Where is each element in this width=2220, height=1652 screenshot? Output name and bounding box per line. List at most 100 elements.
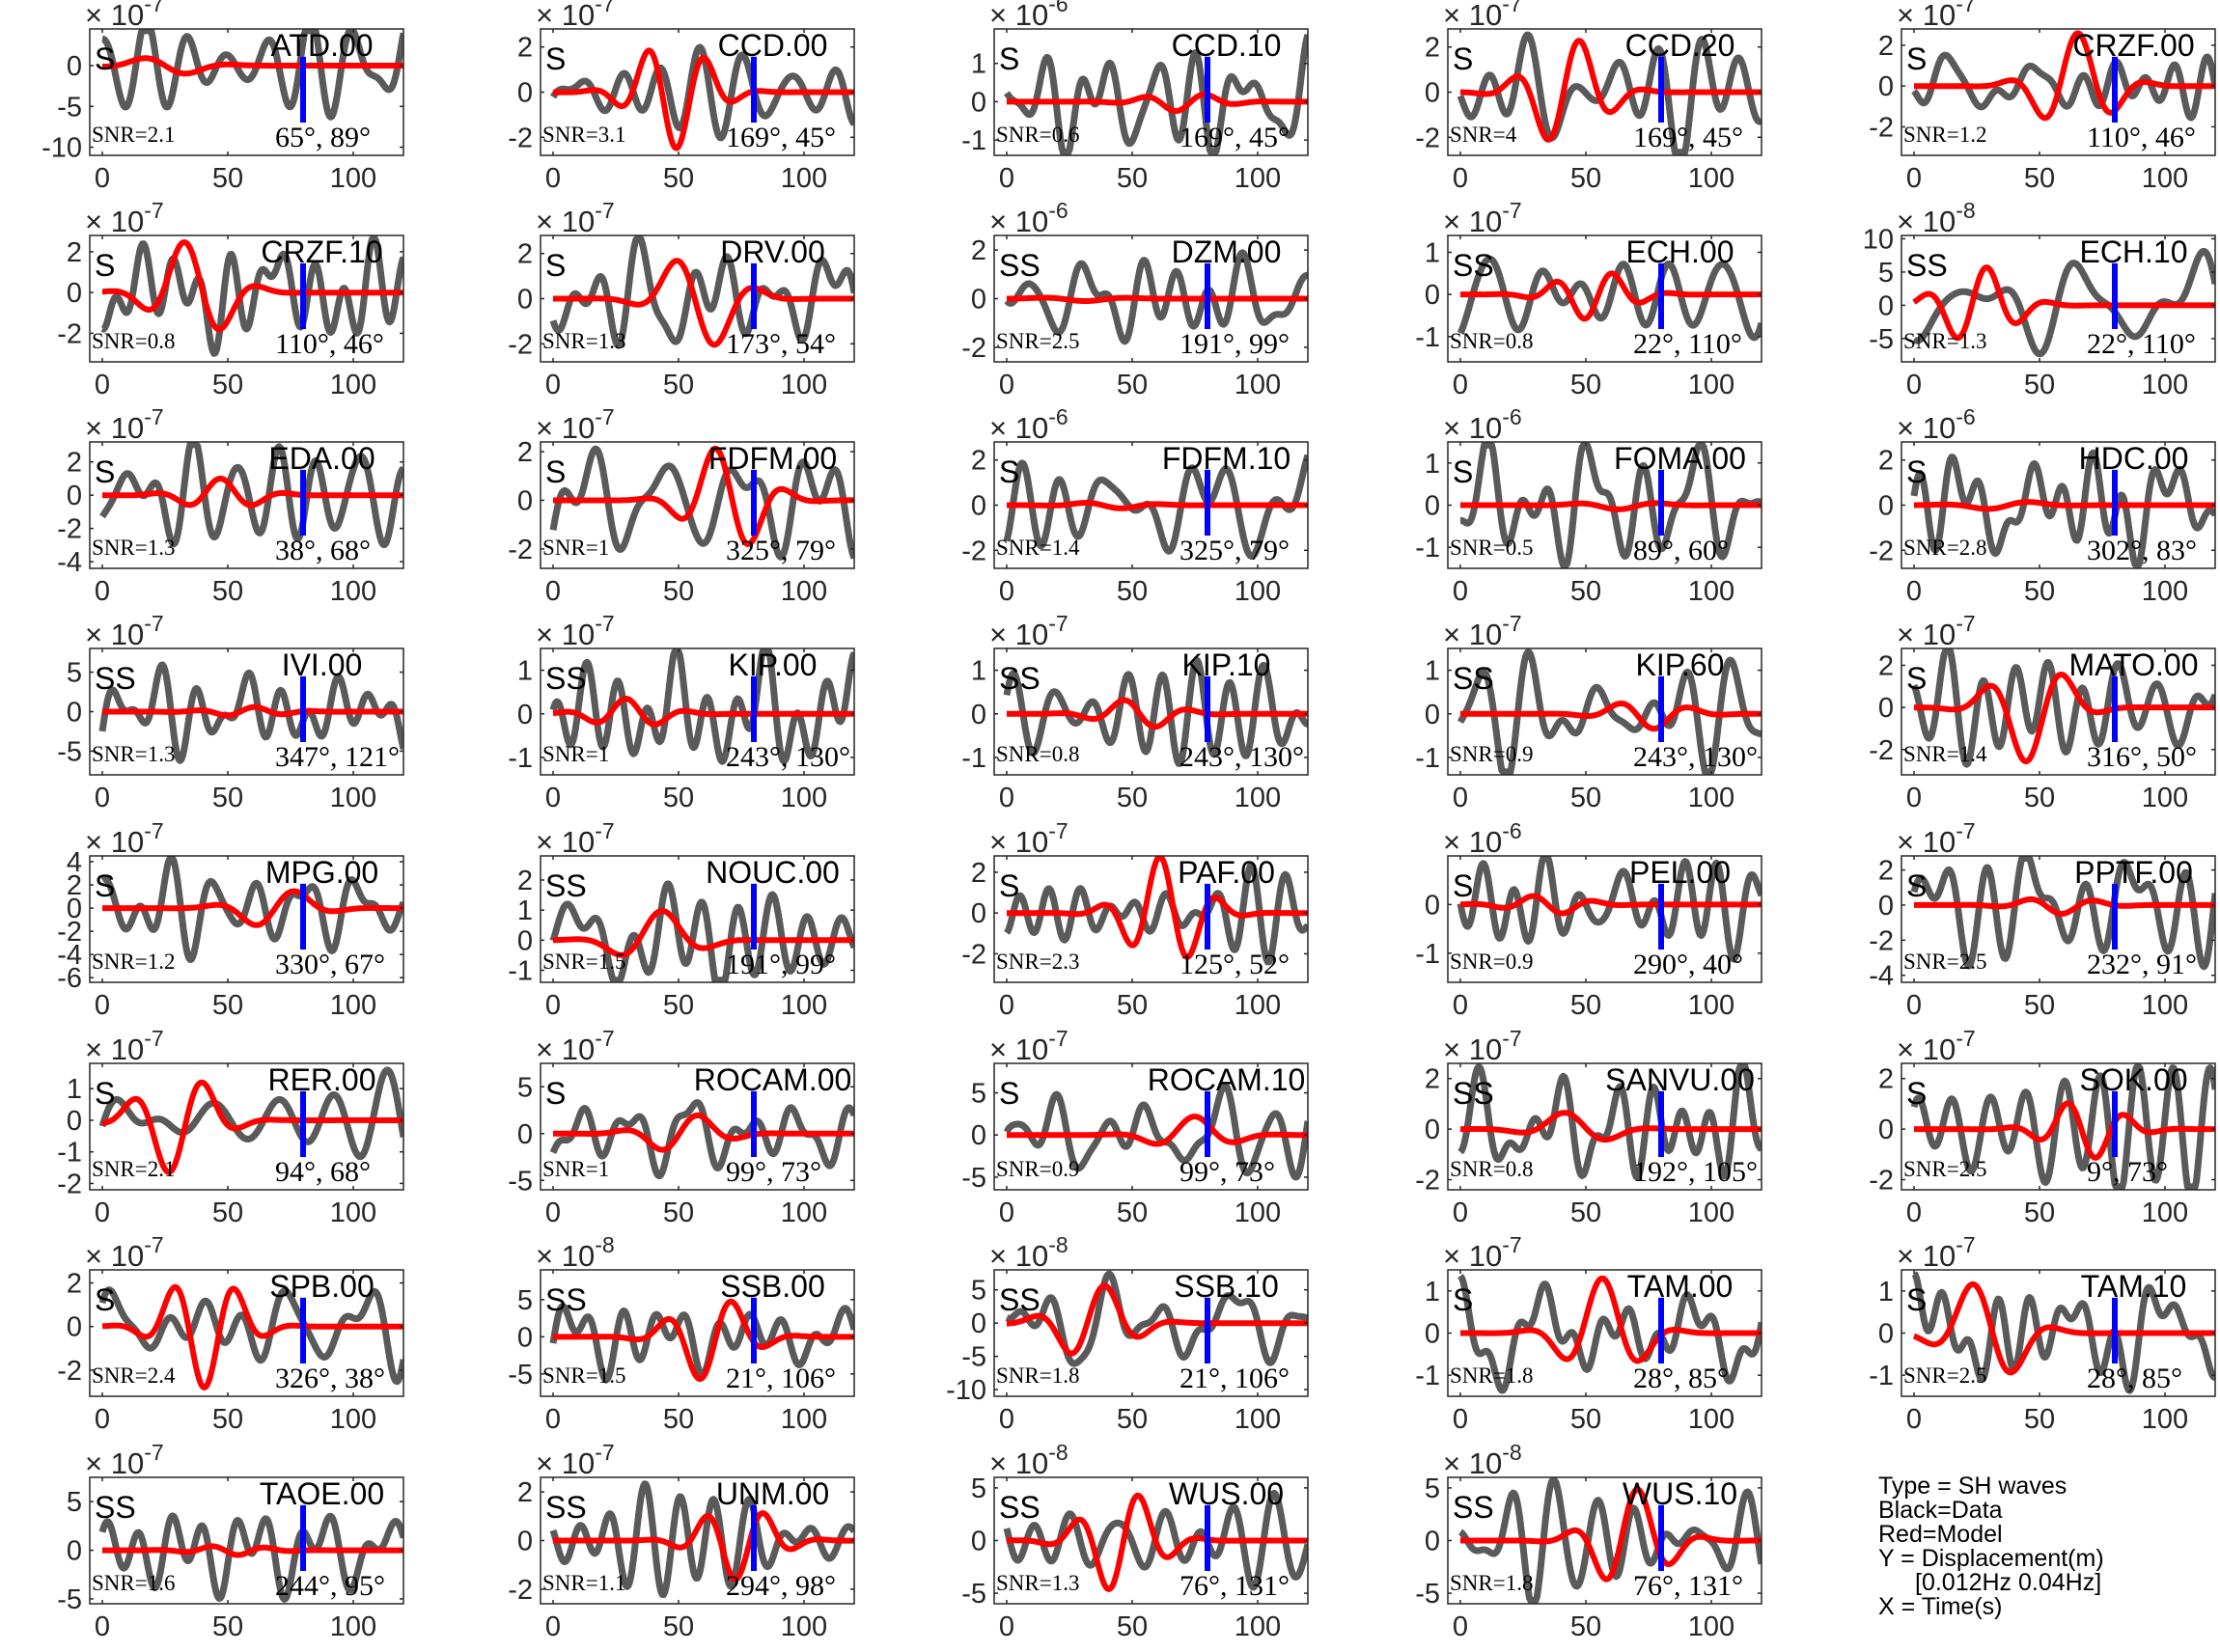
y-tick-label: -1: [1869, 1361, 1894, 1391]
snr-label: SNR=1: [542, 536, 609, 560]
snr-label: SNR=1.1: [542, 1571, 625, 1595]
model-trace: [100, 1543, 403, 1558]
station-label: MATO.00: [2069, 647, 2199, 682]
x-tick-label: 50: [212, 163, 243, 194]
station-label: CRZF.10: [261, 234, 382, 269]
model-trace: [100, 1079, 403, 1175]
data-trace: [549, 880, 854, 982]
y-exponent: × 10-8: [1443, 1440, 1522, 1480]
x-tick-label: 50: [1117, 990, 1148, 1021]
traces: [99, 856, 403, 963]
y-tick-label: 2: [1878, 856, 1894, 887]
data-trace: [99, 856, 403, 963]
x-tick-label: 0: [95, 163, 110, 194]
y-exponent-power: -6: [1956, 404, 1975, 429]
y-exponent-power: -7: [144, 1440, 163, 1465]
phase-label: S: [1906, 661, 1927, 696]
phase-label: SS: [1906, 248, 1948, 283]
x-tick-label: 50: [1117, 1198, 1148, 1228]
x-tick-label: 0: [1453, 163, 1468, 194]
y-exponent: × 10-6: [1443, 404, 1522, 445]
data-trace: [1003, 1082, 1308, 1181]
y-tick-label: 0: [517, 485, 533, 516]
azimuth-distance-label: 125°, 52°: [1179, 949, 1290, 980]
azimuth-distance-label: 99°, 73°: [1179, 1156, 1275, 1188]
x-tick-label: 100: [1235, 990, 1281, 1021]
x-tick-label: 100: [1688, 163, 1734, 194]
y-tick-label: 1: [67, 1074, 82, 1105]
y-tick-label: -5: [1415, 1579, 1440, 1610]
azimuth-distance-label: 22°, 110°: [2087, 328, 2196, 360]
station-label: ROCAM.10: [1148, 1062, 1306, 1097]
y-tick-label: -5: [961, 1342, 986, 1373]
snr-label: SNR=0.8: [996, 742, 1079, 766]
traces: [1004, 34, 1308, 155]
y-exponent: × 10-7: [1443, 1232, 1522, 1273]
y-tick-label: 0: [1425, 78, 1440, 109]
x-tick-label: 50: [663, 1404, 694, 1435]
azimuth-distance-label: 28°, 85°: [1633, 1363, 1729, 1394]
x-tick-label: 100: [781, 1611, 827, 1642]
axes-box: [1447, 647, 1762, 776]
traces: [1003, 657, 1308, 767]
axes-box: [993, 1269, 1309, 1397]
y-tick-label: 0: [67, 1312, 82, 1343]
y-tick-label: 0: [517, 78, 533, 109]
station-label: CCD.20: [1625, 28, 1735, 63]
x-tick-label: 0: [545, 1198, 561, 1228]
y-tick-label: -2: [508, 329, 533, 360]
y-tick-label: 2: [67, 237, 82, 268]
model-trace: [551, 907, 854, 958]
y-exponent: × 10-8: [989, 1440, 1068, 1480]
data-trace: [1910, 1063, 2215, 1190]
panel-kip-00: 0 50 100 1 0 -1 × 10-7 KIP.00 SS SNR=1 243°, 130°: [508, 611, 855, 813]
phase-label: SS: [1453, 1490, 1494, 1525]
x-tick-label: 100: [2142, 163, 2188, 194]
phase-label: SS: [999, 248, 1041, 283]
traces: [1004, 1270, 1308, 1367]
data-trace: [98, 1286, 403, 1386]
y-exponent-power: -7: [1956, 818, 1975, 843]
y-tick-label: 5: [1878, 258, 1894, 289]
y-tick-label: 0: [1425, 280, 1440, 311]
panel-fdfm-10: 0 50 100 2 0 -2 × 10-6 FDFM.10 S SNR=1.4 325°, 79°: [961, 404, 1309, 607]
traces: [549, 648, 854, 765]
y-exponent: × 10-7: [536, 1440, 615, 1480]
snr-label: SNR=0.9: [996, 1157, 1079, 1181]
panel-mato-00: 0 50 100 2 0 -2 × 10-7 MATO.00 S SNR=1.4 316°, 50°: [1869, 611, 2216, 813]
station-label: NOUC.00: [706, 855, 840, 890]
x-tick-label: 0: [1906, 370, 1922, 400]
y-tick-label: -1: [1415, 533, 1440, 564]
y-tick-label: 5: [517, 1285, 533, 1316]
data-trace: [1003, 657, 1308, 767]
x-tick-label: 50: [212, 1404, 243, 1435]
x-tick-label: 0: [545, 1611, 561, 1642]
x-tick-label: 50: [212, 1198, 243, 1228]
traces: [1910, 856, 2215, 971]
x-tick-label: 0: [95, 1198, 110, 1228]
azimuth-distance-label: 9°, 73°: [2087, 1156, 2168, 1188]
azimuth-distance-label: 28°, 85°: [2087, 1363, 2182, 1394]
model-trace: [1912, 499, 2215, 512]
x-tick-label: 100: [330, 1198, 376, 1228]
x-tick-label: 0: [95, 1611, 110, 1642]
data-trace: [1910, 648, 2215, 768]
x-tick-label: 0: [1906, 783, 1922, 813]
model-trace: [1458, 1110, 1762, 1143]
station-label: DRV.00: [720, 234, 825, 269]
x-tick-label: 50: [1570, 163, 1601, 194]
data-trace: [549, 1480, 854, 1599]
y-exponent: × 10-7: [85, 1232, 164, 1273]
phase-label: SS: [1453, 661, 1494, 696]
y-tick-label: 0: [971, 898, 986, 929]
panel-kip-10: 0 50 100 1 0 -1 × 10-7 KIP.10 SS SNR=0.8 243°, 130…: [961, 611, 1309, 813]
y-tick-label: -2: [57, 514, 82, 545]
station-label: FDFM.00: [708, 441, 837, 476]
model-trace: [1458, 1486, 1762, 1583]
panel-unm-00: 0 50 100 2 0 -2 × 10-7 UNM.00 SS SNR=1.1 294°, 98°: [508, 1440, 855, 1642]
snr-label: SNR=0.8: [1450, 1157, 1533, 1181]
y-tick-label: 2: [971, 446, 986, 477]
traces: [98, 1283, 403, 1390]
y-tick-label: -2: [1869, 735, 1894, 766]
